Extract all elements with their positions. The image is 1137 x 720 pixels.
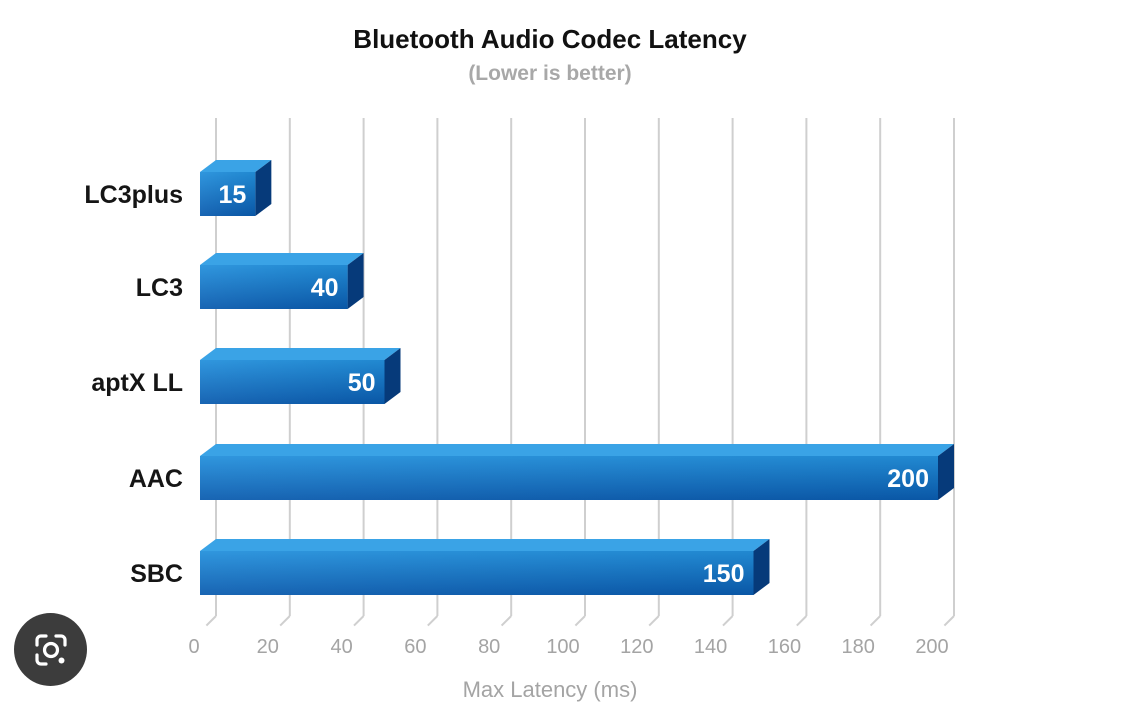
x-tick-labels: 0 20 40 60 80 100 120 140 160 180 200 bbox=[188, 636, 948, 658]
category-labels: LC3plus LC3 aptX LL AAC SBC bbox=[84, 181, 183, 588]
bar-value-label: 150 bbox=[703, 560, 745, 588]
category-label: LC3plus bbox=[84, 181, 183, 209]
x-tick-label: 100 bbox=[546, 636, 579, 658]
bar-lc3: 40 bbox=[200, 253, 364, 309]
x-tick-label: 180 bbox=[842, 636, 875, 658]
bar-value-label: 15 bbox=[219, 181, 247, 209]
category-label: AAC bbox=[129, 465, 183, 493]
gridline-floor-tick bbox=[279, 615, 291, 627]
google-lens-icon bbox=[34, 633, 67, 666]
bar-front-sheen bbox=[200, 265, 348, 309]
bar-front-sheen bbox=[200, 172, 256, 216]
chart-title: Bluetooth Audio Codec Latency bbox=[353, 24, 747, 54]
bar-top-face bbox=[200, 253, 364, 265]
bar-front-sheen bbox=[200, 456, 938, 500]
category-label: LC3 bbox=[136, 274, 183, 302]
x-tick-label: 140 bbox=[694, 636, 727, 658]
bar-lc3plus: 15 bbox=[200, 160, 272, 216]
bar-aptx-ll: 50 bbox=[200, 348, 401, 404]
x-tick-label: 20 bbox=[257, 636, 279, 658]
google-lens-button[interactable] bbox=[14, 613, 87, 686]
x-tick-label: 60 bbox=[404, 636, 426, 658]
gridline-floor-tick bbox=[943, 615, 955, 627]
bar-side-face bbox=[384, 348, 401, 404]
gridline-floor-tick bbox=[648, 615, 660, 627]
bar-side-face bbox=[347, 253, 364, 309]
gridline-floor-tick bbox=[205, 615, 217, 627]
bar-front-sheen bbox=[200, 360, 385, 404]
gridline-floor-tick bbox=[869, 615, 881, 627]
bar-front-sheen bbox=[200, 551, 754, 595]
x-tick-label: 160 bbox=[768, 636, 801, 658]
bar-side-face bbox=[938, 444, 954, 500]
gridline-floor-tick bbox=[427, 615, 439, 627]
bar-side-face bbox=[753, 539, 770, 595]
bar-sbc: 150 bbox=[200, 539, 770, 595]
gridline-floor-tick bbox=[796, 615, 808, 627]
chart-subtitle: (Lower is better) bbox=[468, 62, 632, 85]
bar-top-face bbox=[200, 539, 770, 551]
bar-value-label: 200 bbox=[887, 465, 929, 493]
x-tick-label: 120 bbox=[620, 636, 653, 658]
x-tick-label: 40 bbox=[330, 636, 352, 658]
x-tick-label: 0 bbox=[188, 636, 199, 658]
category-label: aptX LL bbox=[91, 369, 183, 397]
gridline-floor-tick bbox=[722, 615, 734, 627]
x-tick-label: 200 bbox=[915, 636, 948, 658]
bar-aac: 200 bbox=[200, 444, 954, 500]
bar-value-label: 40 bbox=[311, 274, 339, 302]
bar-value-label: 50 bbox=[348, 369, 376, 397]
bar-side-face bbox=[255, 160, 272, 216]
gridline-floor-tick bbox=[500, 615, 512, 627]
bars: 15 40 50 200 150 bbox=[200, 160, 954, 595]
gridline-floor-tick bbox=[574, 615, 586, 627]
x-axis-title: Max Latency (ms) bbox=[463, 677, 638, 702]
x-tick-label: 80 bbox=[478, 636, 500, 658]
category-label: SBC bbox=[130, 560, 183, 588]
bar-top-face bbox=[200, 444, 954, 456]
gridline-floor-tick bbox=[353, 615, 365, 627]
bar-top-face bbox=[200, 348, 401, 360]
bar-top-face bbox=[200, 160, 272, 172]
